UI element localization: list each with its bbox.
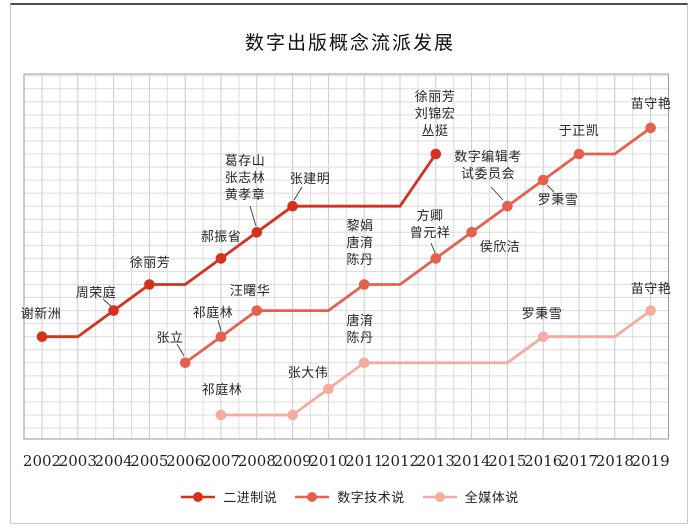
legend-line-icon (295, 491, 330, 502)
annotation-label-digital-tech-2011: 黎娟 唐淯 陈丹 (346, 219, 374, 268)
annotation-label-digital-tech-2006: 张立 (156, 331, 184, 346)
data-point-binary-2009 (287, 200, 298, 212)
series-line-all-media (221, 309, 652, 417)
x-tick-label-2013: 2013 (416, 452, 455, 470)
data-point-all-media-2009 (287, 409, 298, 421)
annotation-label-all-media-2016: 罗秉雪 (521, 307, 563, 322)
data-point-digital-tech-2016 (537, 174, 549, 186)
x-tick-label-2009: 2009 (273, 452, 312, 470)
legend-item-label: 数字技术说 (337, 491, 405, 506)
data-point-digital-tech-2007 (215, 331, 227, 343)
annotation-label-digital-tech-2013: 方卿 曾元祥 (409, 209, 451, 241)
data-point-digital-tech-2014 (466, 227, 477, 238)
data-point-digital-tech-2013 (430, 253, 442, 264)
data-point-digital-tech-2006 (179, 357, 191, 369)
data-point-all-media-2011 (358, 357, 370, 369)
data-point-binary-2013 (430, 148, 442, 160)
legend-item-digital-tech: 数字技术说 (295, 487, 405, 506)
legend-item-all-media: 全媒体说 (422, 487, 519, 506)
annotation-label-digital-tech-2007: 祁庭林 (192, 306, 234, 321)
x-tick-label-2008: 2008 (237, 452, 276, 470)
x-tick-label-2017: 2017 (559, 452, 599, 470)
data-point-binary-2008 (251, 227, 263, 238)
legend-line-icon (422, 491, 457, 502)
data-point-binary-2004 (108, 305, 119, 316)
annotation-label-all-media-2007: 祁庭林 (201, 383, 243, 398)
annotation-leader-line (102, 298, 113, 308)
annotation-label-digital-tech-2015: 数字编辑考 试委员会 (454, 150, 522, 182)
annotation-label-binary-2005: 徐丽芳 (129, 256, 171, 271)
x-tick-label-2011: 2011 (345, 452, 384, 470)
annotation-label-binary-2008: 葛存山 张志林 黄孝章 (224, 154, 266, 203)
annotation-label-digital-tech-2014: 侯欣洁 (479, 240, 521, 255)
data-point-digital-tech-2008 (251, 305, 263, 316)
annotation-label-all-media-2011: 唐淯 陈丹 (346, 314, 374, 346)
annotation-label-digital-tech-2008: 汪曙华 (229, 284, 271, 299)
data-point-all-media-2010 (323, 383, 334, 395)
data-point-binary-2005 (144, 279, 155, 290)
annotation-leader-line (217, 319, 222, 332)
annotation-label-binary-2007: 郝振省 (200, 230, 242, 245)
data-point-digital-tech-2015 (502, 200, 513, 212)
annotation-leader-line (176, 343, 185, 357)
x-tick-label-2006: 2006 (166, 452, 205, 470)
x-tick-label-2016: 2016 (524, 452, 563, 470)
annotation-label-digital-tech-2017: 于正凯 (558, 124, 600, 139)
annotation-leader-line (293, 186, 303, 201)
annotation-label-binary-2004: 周荣庭 (75, 286, 117, 301)
annotation-label-binary-2002: 谢新洲 (20, 307, 62, 322)
annotation-label-digital-tech-2016: 罗秉雪 (537, 193, 579, 208)
legend: 二进制说 数字技术说 全媒体说 (0, 487, 700, 506)
legend-item-binary: 二进制说 (181, 487, 277, 506)
x-tick-label-2018: 2018 (595, 452, 634, 470)
annotation-leader-line (490, 186, 504, 201)
x-tick-label-2003: 2003 (58, 452, 97, 470)
legend-item-label: 二进制说 (223, 491, 278, 506)
chart-title: 数字出版概念流派发展 (244, 32, 455, 54)
legend-item-label: 全媒体说 (464, 491, 519, 506)
annotation-leader-line (430, 242, 436, 254)
annotation-label-digital-tech-2019: 苗守艳 (630, 97, 672, 112)
plot-border (23, 73, 669, 440)
data-point-all-media-2019 (645, 305, 656, 316)
x-tick-label-2007: 2007 (201, 452, 241, 470)
data-point-all-media-2007 (215, 409, 227, 421)
x-tick-label-2019: 2019 (631, 452, 670, 470)
data-point-all-media-2016 (537, 331, 549, 343)
annotation-leader-line (249, 205, 257, 227)
annotation-label-all-media-2010: 张大伟 (287, 366, 329, 381)
figure-frame (10, 3, 688, 524)
data-point-digital-tech-2011 (358, 279, 370, 290)
x-tick-label-2015: 2015 (488, 452, 527, 470)
annotation-label-all-media-2019: 苗守艳 (630, 282, 672, 297)
series-line-binary (42, 153, 437, 339)
x-tick-label-2012: 2012 (380, 452, 420, 470)
annotation-leader-line (546, 184, 555, 193)
x-tick-label-2014: 2014 (452, 452, 491, 470)
x-tick-label-2004: 2004 (94, 452, 133, 470)
data-point-binary-2002 (36, 331, 48, 343)
data-point-digital-tech-2019 (645, 122, 656, 134)
legend-line-icon (181, 491, 216, 502)
annotation-label-binary-2009: 张建明 (289, 172, 331, 187)
x-tick-label-2010: 2010 (309, 452, 348, 470)
x-tick-label-2002: 2002 (22, 452, 62, 470)
annotation-label-binary-2013: 徐丽芳 刘锦宏 丛挺 (414, 90, 456, 139)
data-point-binary-2007 (215, 253, 227, 264)
data-point-digital-tech-2017 (573, 148, 585, 160)
x-tick-label-2005: 2005 (130, 452, 169, 470)
